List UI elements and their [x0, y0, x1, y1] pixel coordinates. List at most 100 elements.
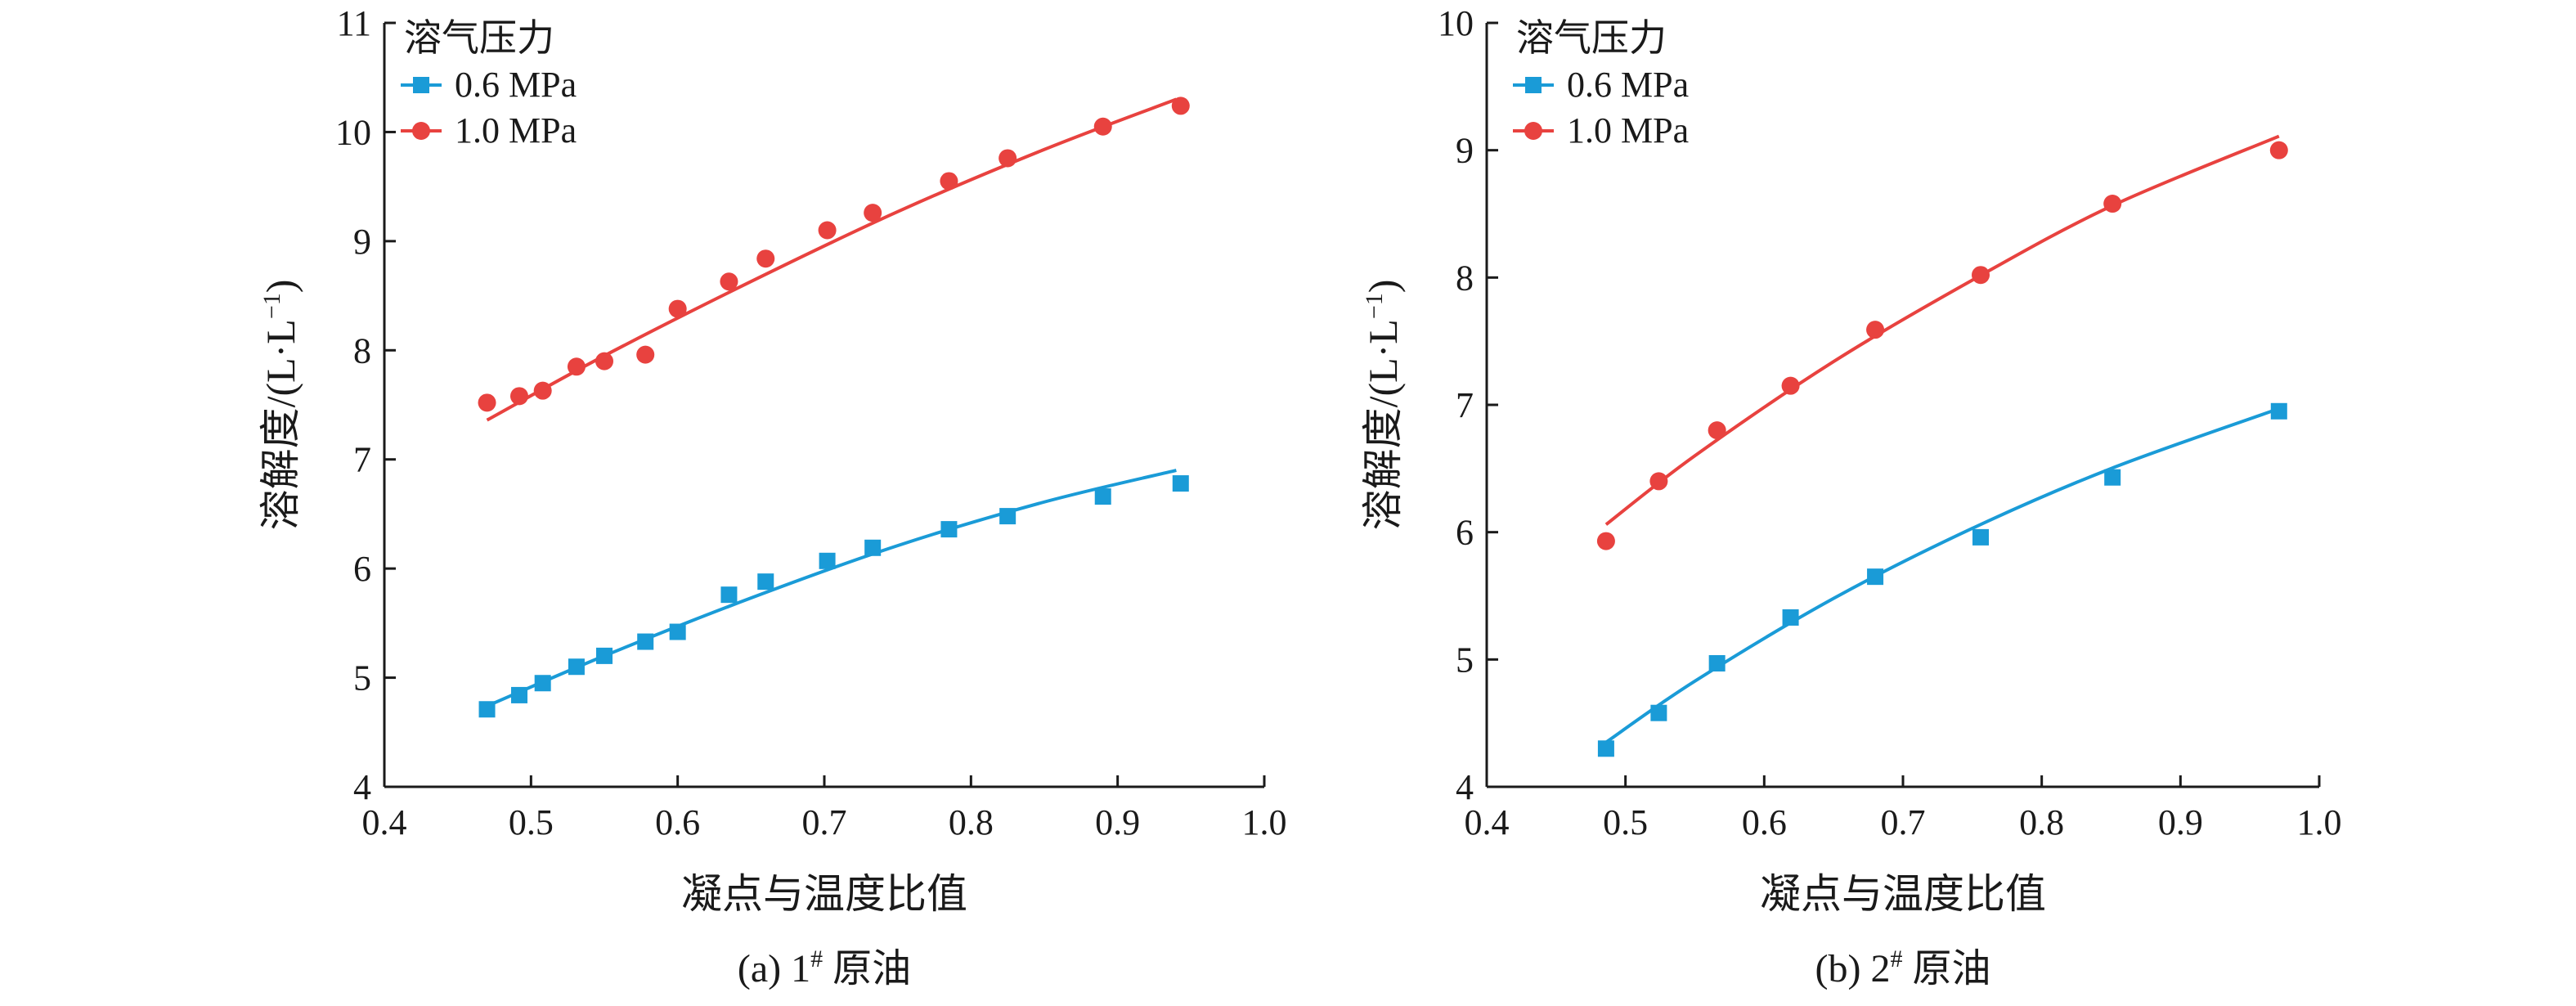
caption-prefix: (a) 1 [738, 947, 810, 990]
y-tick-label: 9 [1456, 131, 1474, 171]
data-point [1650, 704, 1667, 721]
x-tick-label: 0.4 [1465, 802, 1510, 842]
data-point [669, 623, 686, 640]
y-tick-label: 8 [1456, 258, 1474, 298]
y-tick-label: 6 [1456, 513, 1474, 553]
y-tick-label: 5 [353, 658, 371, 698]
x-tick-label: 0.5 [509, 802, 554, 842]
data-point [757, 573, 774, 591]
series-0-6-mpa [1597, 402, 2287, 757]
y-axis-label-main: 溶解度/(L·L [1360, 319, 1406, 530]
y-axis-label-end: ) [258, 280, 303, 294]
fit-curve [486, 97, 1178, 422]
y-tick-label: 11 [337, 3, 371, 43]
caption-suffix: 原油 [823, 947, 911, 990]
x-tick-label: 0.7 [1881, 802, 1926, 842]
data-point [1781, 376, 1800, 395]
y-axis-label-sup: −1 [1361, 293, 1388, 319]
series-0-6-mpa [478, 469, 1189, 718]
series-1-0-mpa [1596, 134, 2288, 550]
x-tick-label: 1.0 [2297, 802, 2342, 842]
caption-sup: # [1890, 945, 1902, 972]
legend-marker [1525, 77, 1542, 93]
data-point [864, 539, 882, 556]
data-point [510, 686, 527, 703]
data-point [1649, 472, 1668, 491]
y-axis-label-end: ) [1360, 280, 1406, 294]
x-tick-label: 0.9 [1095, 802, 1140, 842]
data-point [1972, 266, 1990, 285]
legend: 溶气压力 0.6 MPa 1.0 MPa [1513, 17, 1689, 150]
data-point [509, 387, 528, 406]
x-tick-label: 0.5 [1603, 802, 1648, 842]
y-tick-label: 7 [1456, 385, 1474, 425]
data-point [478, 393, 496, 412]
data-point [596, 647, 613, 664]
legend-label: 0.6 MPa [1567, 65, 1689, 105]
legend-marker [413, 77, 429, 93]
data-point [1596, 532, 1615, 550]
x-axis-label: 凝点与温度比值 [1760, 871, 2046, 917]
y-axis-label-sup: −1 [258, 293, 285, 319]
panel-caption: (a) 1# 原油 [738, 945, 911, 990]
chart-panel-b: 0.4 0.5 0.6 0.7 0.8 0.9 1.0 4 5 6 7 8 9 10 凝点与温度比值 溶解度/… [1360, 3, 2342, 990]
x-tick-label: 0.6 [655, 802, 700, 842]
y-tick-label: 8 [353, 330, 371, 371]
data-point [1597, 740, 1614, 757]
data-point [999, 149, 1017, 168]
data-point [1972, 528, 1990, 546]
caption-suffix: 原油 [1902, 947, 1990, 990]
y-tick-label: 5 [1456, 640, 1474, 680]
data-point [720, 272, 738, 291]
fit-curve [1604, 406, 2280, 744]
data-point [567, 357, 586, 376]
data-point [1867, 568, 1884, 586]
chart-panel-a: 0.4 0.5 0.6 0.7 0.8 0.9 1.0 4 5 6 7 8 9 10 11 凝点与温度比值 溶解… [258, 3, 1287, 990]
series-1-0-mpa [478, 97, 1190, 422]
data-point [1172, 475, 1189, 492]
data-point [2270, 402, 2287, 420]
data-point [595, 352, 613, 371]
data-point [999, 508, 1016, 525]
data-point [1093, 117, 1112, 136]
data-point [940, 172, 958, 191]
legend-label: 0.6 MPa [455, 65, 577, 105]
y-tick-label: 10 [1438, 3, 1474, 43]
legend-label: 1.0 MPa [455, 110, 577, 150]
x-tick-label: 0.8 [949, 802, 994, 842]
legend-marker [1524, 122, 1542, 140]
legend-title: 溶气压力 [404, 17, 554, 59]
panel-caption: (b) 2# 原油 [1815, 945, 1991, 990]
data-point [756, 249, 775, 268]
legend-title: 溶气压力 [1516, 17, 1667, 59]
data-point [533, 381, 552, 400]
data-point [2103, 195, 2122, 213]
y-tick-label: 10 [335, 112, 371, 152]
data-point [534, 675, 551, 692]
x-tick-label: 1.0 [1242, 802, 1287, 842]
y-tick-label: 4 [353, 767, 371, 807]
data-point [818, 221, 837, 240]
y-axis-label: 溶解度/(L·L−1) [1360, 280, 1406, 531]
x-axis-label: 凝点与温度比值 [681, 871, 967, 917]
data-point [636, 345, 655, 364]
data-point [2269, 141, 2288, 159]
y-tick-label: 9 [353, 222, 371, 262]
x-tick-label: 0.6 [1742, 802, 1787, 842]
data-point [940, 521, 958, 538]
data-point [2104, 469, 2121, 486]
caption-prefix: (b) 2 [1815, 947, 1891, 990]
data-point [1708, 421, 1726, 440]
data-point [1094, 488, 1111, 505]
legend-label: 1.0 MPa [1567, 110, 1689, 150]
y-tick-label: 4 [1456, 767, 1474, 807]
data-point [864, 204, 882, 222]
caption-sup: # [810, 945, 823, 972]
data-point [1171, 97, 1190, 115]
legend-marker [412, 122, 430, 140]
y-axis-label-main: 溶解度/(L·L [258, 319, 303, 530]
data-point [478, 701, 496, 718]
legend: 溶气压力 0.6 MPa 1.0 MPa [401, 17, 577, 150]
data-point [1866, 321, 1885, 339]
